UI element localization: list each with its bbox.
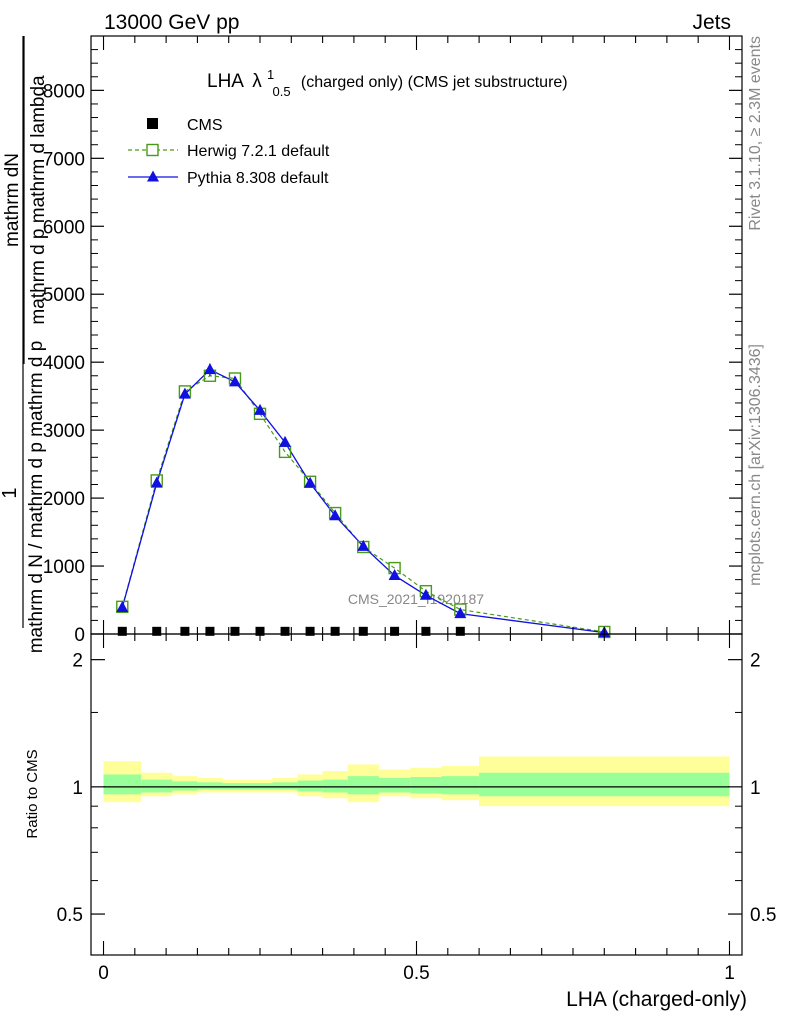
main-x-ticks: [102, 36, 731, 634]
legend-marker-cms: [147, 118, 158, 129]
cms-point: [152, 626, 162, 636]
legend: CMS Herwig 7.2.1 default Pythia 8.308 de…: [128, 117, 330, 187]
ratio-band-1sigma: [410, 777, 442, 794]
cms-point: [390, 626, 400, 636]
main-y-tick-label: 3000: [43, 421, 85, 442]
watermark: CMS_2021_I1920187: [348, 591, 484, 607]
cms-point: [230, 626, 240, 636]
ratio-panel: 0.5 0.51 12 2 0 0.5 1: [57, 633, 777, 984]
rivet-version-label: Rivet 3.1.10, ≥ 2.3M events: [747, 36, 764, 231]
ratio-band-1sigma: [378, 777, 411, 793]
ratio-y-tick-label: 2: [72, 651, 83, 672]
main-y-tick-label: 1000: [43, 557, 85, 578]
legend-label-pythia: Pythia 8.308 default: [187, 170, 329, 187]
pythia-point: [178, 387, 191, 399]
main-panel: CMS_2021_I1920187 0 1000 2000 3000 4000 5000 6…: [43, 35, 743, 646]
cms-point: [205, 626, 215, 636]
ratio-x-tick-label: 0.5: [403, 963, 429, 984]
pythia-point: [454, 607, 467, 619]
ratio-band-1sigma: [322, 779, 348, 793]
y-label-left-numerator: 1: [0, 487, 21, 498]
main-y-tick-label: 0: [74, 625, 85, 646]
pythia-point: [304, 476, 317, 488]
ratio-y-ticks: 0.5 0.5 1 1 2 2: [57, 651, 777, 926]
mcplots-label: mcplots.cern.ch [arXiv:1306.3436]: [747, 344, 764, 586]
ratio-band-1sigma: [297, 780, 323, 792]
ratio-y-axis-label: Ratio to CMS: [24, 749, 41, 838]
pythia-point: [388, 569, 401, 581]
legend-label-cms: CMS: [187, 117, 223, 134]
ratio-y-tick-label-right: 2: [750, 651, 761, 672]
ratio-y-tick-label: 1: [72, 778, 83, 799]
cms-point: [358, 626, 368, 636]
main-y-tick-label: 8000: [43, 81, 85, 102]
cms-point: [117, 626, 127, 636]
pythia-point: [116, 600, 129, 612]
ratio-band-1sigma: [103, 774, 142, 795]
ratio-x-tick-label: 1: [724, 963, 735, 984]
pythia-point: [254, 403, 267, 415]
cms-point: [280, 626, 290, 636]
y-label-denominator: mathrm d p mathrm d lambda: [28, 75, 49, 325]
main-y-axis-label: 1 mathrm d N / mathrm d p mathrm d p mat…: [0, 36, 49, 653]
legend-marker-herwig: [146, 143, 159, 157]
pythia-point: [279, 435, 292, 447]
ratio-bands: [103, 756, 730, 807]
main-y-tick-label: 2000: [43, 489, 85, 510]
cms-point: [421, 626, 431, 636]
cms-point: [455, 626, 465, 636]
header-right: Jets: [692, 11, 731, 34]
ratio-y-tick-label-right: 0.5: [750, 905, 776, 926]
main-y-tick-label: 5000: [43, 285, 85, 306]
main-y-tick-label: 4000: [43, 353, 85, 374]
y-label-left-denominator: mathrm d N / mathrm d p mathrm d p: [26, 341, 47, 654]
ratio-x-tick-label: 0: [98, 963, 109, 984]
main-y-tick-label: 6000: [43, 217, 85, 238]
ratio-band-1sigma: [272, 782, 298, 790]
ratio-band-1sigma: [347, 776, 379, 795]
pythia-point: [419, 588, 432, 600]
ratio-band-1sigma: [479, 772, 730, 797]
main-y-ticks: 0 1000 2000 3000 4000 5000 6000 7000 8000: [43, 49, 742, 646]
cms-point: [305, 626, 315, 636]
pythia-point: [150, 476, 163, 488]
y-label-numerator: mathrm dN: [2, 153, 23, 247]
x-axis-label: LHA (charged-only): [566, 988, 747, 1011]
ratio-band-1sigma: [197, 782, 223, 790]
ratio-x-ticks: 0 0.5 1: [98, 634, 735, 984]
pythia-point: [357, 539, 370, 551]
chart-title: LHA λ 1 0.5 (charged only) (CMS jet subs…: [207, 63, 568, 101]
legend-marker-pythia: [147, 170, 159, 182]
ratio-band-1sigma: [141, 779, 173, 793]
pythia-point: [228, 375, 241, 387]
cms-point: [180, 626, 190, 636]
main-y-tick-label: 7000: [43, 149, 85, 170]
pythia-point: [329, 509, 342, 521]
ratio-band-1sigma: [441, 776, 480, 795]
legend-label-herwig: Herwig 7.2.1 default: [187, 143, 330, 160]
cms-point: [330, 626, 340, 636]
ratio-y-tick-label-right: 1: [750, 778, 761, 799]
header-left: 13000 GeV pp: [104, 11, 239, 34]
ratio-y-tick-label: 0.5: [57, 905, 83, 926]
ratio-band-1sigma: [172, 781, 198, 791]
